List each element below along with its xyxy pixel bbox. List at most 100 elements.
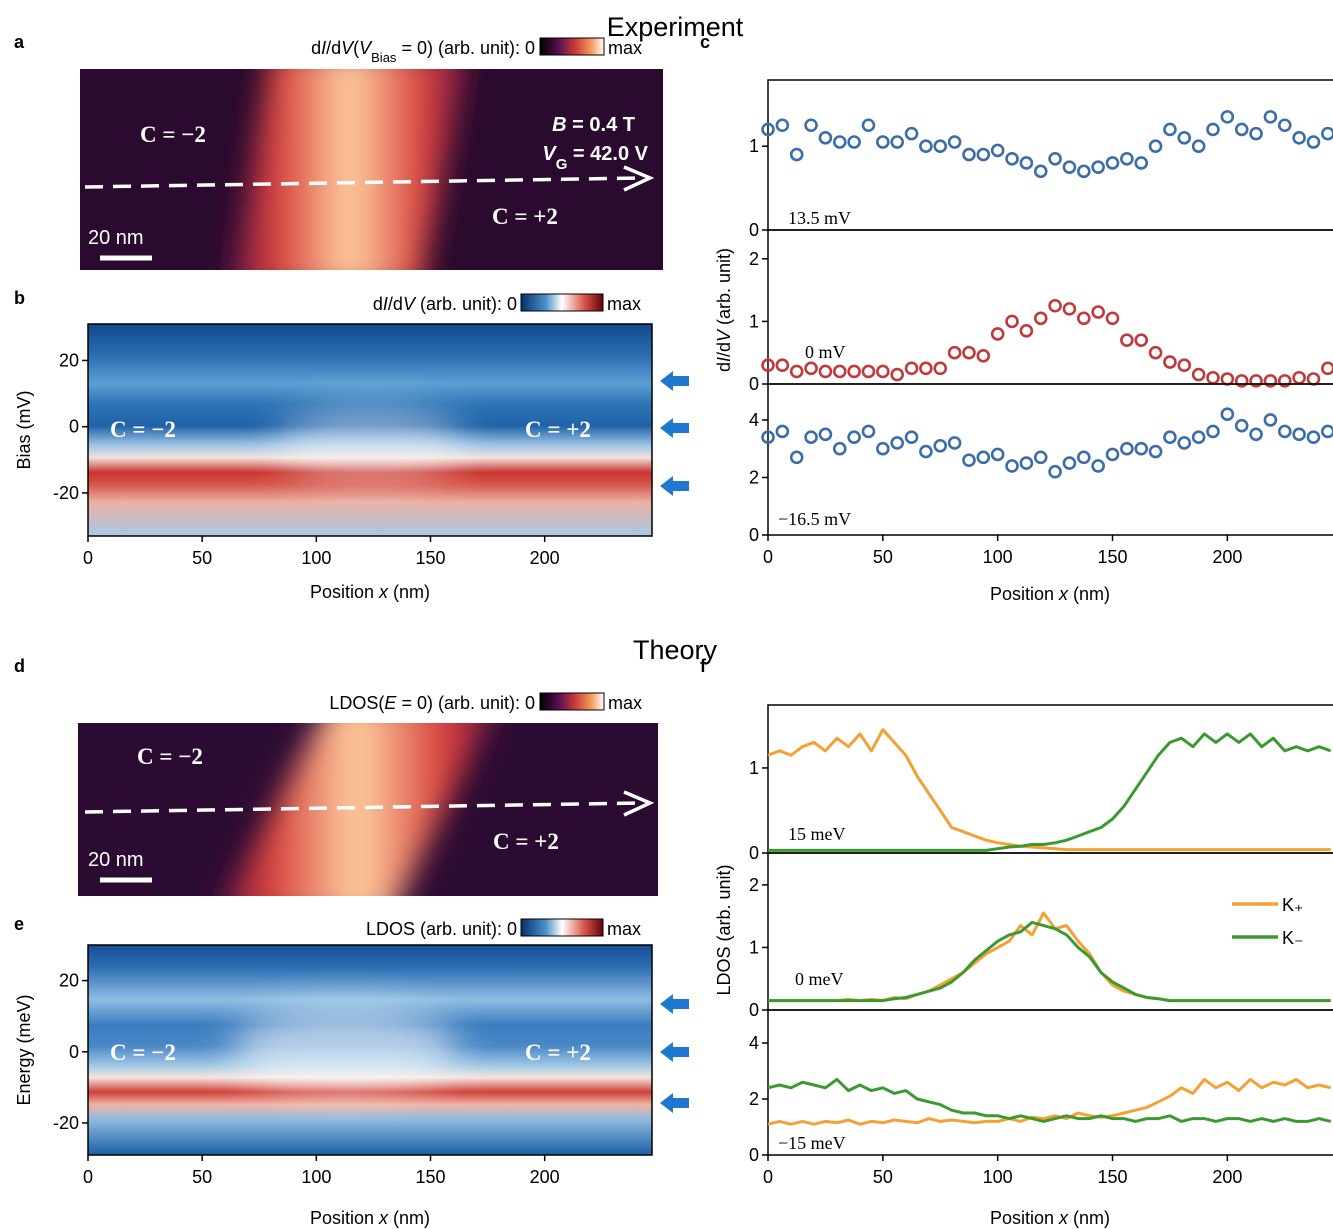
data-point (1077, 311, 1091, 326)
arrow (660, 1093, 689, 1113)
data-point (1292, 427, 1306, 442)
data-point (1120, 151, 1134, 166)
panel-label: a (14, 32, 25, 52)
section-title: Theory (633, 635, 718, 665)
x-tick-label: 150 (1097, 1167, 1127, 1187)
data-point (1120, 441, 1134, 456)
data-point (1062, 456, 1077, 470)
chern-label: C = −2 (110, 1040, 176, 1065)
y-tick-label: -20 (53, 483, 79, 503)
data-point (861, 118, 876, 133)
text: = 42.0 V (567, 143, 648, 165)
data-point (1220, 407, 1235, 422)
text: ( (353, 38, 359, 58)
colorbar-max: max (608, 693, 642, 713)
energy-arrows (660, 371, 689, 1113)
data-point (1134, 156, 1149, 170)
data-point (933, 439, 948, 453)
text: = 0) (arb. unit): 0 (396, 38, 535, 58)
text: d (373, 294, 383, 314)
text: V (341, 38, 355, 58)
x-axis-label: Position x (nm) (990, 1208, 1110, 1228)
x-axis-label: Position x (nm) (990, 584, 1110, 604)
y-tick-label: 0 (749, 220, 759, 240)
data-point (1249, 374, 1263, 388)
axes-frame (87, 323, 653, 537)
x-tick-label: 100 (301, 548, 331, 568)
data-point (976, 349, 991, 363)
y-tick-label: 2 (749, 875, 759, 895)
data-point (1019, 156, 1034, 170)
text: I (321, 38, 326, 58)
colorbar-title: dI/dV(VBias = 0) (arb. unit): 0 (311, 38, 535, 65)
data-point (1077, 450, 1091, 465)
x-tick-label: 100 (983, 547, 1013, 567)
text: V (714, 328, 734, 342)
data-point (804, 361, 818, 376)
data-point (832, 364, 847, 379)
data-point (919, 444, 933, 459)
data-point (947, 135, 962, 149)
x-tick-label: 50 (873, 547, 893, 567)
text: (arb. unit): 0 (415, 294, 517, 314)
data-point (1321, 126, 1333, 141)
data-point (890, 135, 904, 149)
data-point (818, 427, 833, 442)
data-point (890, 367, 904, 382)
data-point (1163, 122, 1177, 137)
text: Position (310, 1208, 379, 1228)
chern-label: C = +2 (492, 204, 558, 229)
data-line (768, 920, 1331, 1003)
heatmap-glow (275, 407, 465, 483)
data-point (818, 131, 833, 145)
text: /d (388, 294, 403, 314)
y-tick-label: 2 (749, 249, 759, 269)
x-tick-label: 200 (1212, 1167, 1242, 1187)
data-point (1091, 305, 1105, 319)
ldos-image (78, 723, 658, 896)
data-point (1005, 459, 1019, 473)
gate-label: VG = 42.0 V (542, 143, 648, 173)
chern-label: C = +2 (525, 417, 591, 442)
data-point (1191, 430, 1206, 445)
data-point (1077, 164, 1091, 179)
data-point (832, 135, 847, 149)
y-tick-label: 0 (749, 1000, 759, 1020)
data-point (1277, 374, 1292, 388)
data-point (876, 441, 890, 456)
data-point (1163, 430, 1177, 445)
colorbar-max: max (608, 38, 642, 58)
data-point (976, 450, 991, 465)
data-point (919, 139, 933, 154)
section-title: Experiment (607, 12, 744, 42)
subplot-label: −15 meV (778, 1133, 846, 1153)
data-point (962, 147, 976, 162)
data-point (1234, 418, 1249, 433)
y-tick-label: 1 (749, 136, 759, 156)
data-point (1277, 118, 1292, 133)
y-tick-label: 0 (69, 417, 79, 437)
data-point (832, 441, 847, 456)
data-point (775, 358, 790, 373)
legend-label: K₊ (1282, 895, 1304, 915)
data-point (818, 364, 833, 379)
data-point (847, 135, 861, 149)
data-point (1249, 427, 1263, 442)
data-point (1177, 436, 1192, 450)
data-point (990, 447, 1005, 462)
y-tick-label: 0 (749, 525, 759, 545)
data-point (1306, 372, 1321, 386)
data-point (1091, 160, 1105, 174)
data-point (1091, 459, 1105, 473)
y-tick-label: 0 (749, 374, 759, 394)
text: Position (990, 584, 1059, 604)
subplot-label: 13.5 mV (788, 208, 851, 228)
data-point (775, 424, 790, 439)
data-point (962, 345, 976, 360)
data-point (1263, 374, 1278, 388)
arrow (660, 371, 689, 391)
data-point (1163, 355, 1177, 369)
data-point (761, 430, 775, 445)
image-band (227, 723, 489, 896)
colorbar (539, 37, 605, 56)
